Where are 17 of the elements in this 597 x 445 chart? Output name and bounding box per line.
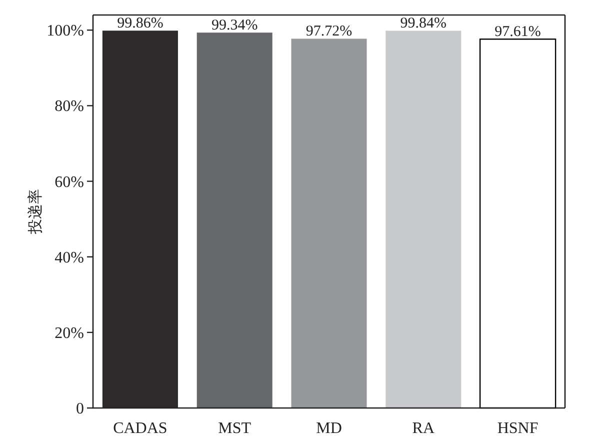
- data-label: 99.84%: [400, 16, 447, 32]
- y-tick-label: 40%: [54, 249, 84, 266]
- x-tick-label: CADAS: [113, 420, 168, 437]
- y-tick-label: 60%: [54, 174, 84, 191]
- data-label: 99.86%: [117, 16, 164, 32]
- x-tick-label: MST: [218, 420, 252, 437]
- x-tick-label: MD: [316, 420, 342, 437]
- data-label: 97.72%: [306, 24, 352, 40]
- y-tick-label: 20%: [54, 324, 84, 342]
- data-label: 99.34%: [211, 18, 258, 34]
- y-tick-label: 80%: [54, 98, 84, 116]
- y-tick-label: 100%: [46, 22, 84, 40]
- y-axis-title: 投递率: [27, 189, 44, 235]
- x-tick-label: RA: [412, 420, 435, 437]
- y-tick-label: 0: [76, 400, 84, 418]
- data-label: 97.61%: [494, 24, 541, 40]
- x-tick-label: HSNF: [497, 420, 538, 437]
